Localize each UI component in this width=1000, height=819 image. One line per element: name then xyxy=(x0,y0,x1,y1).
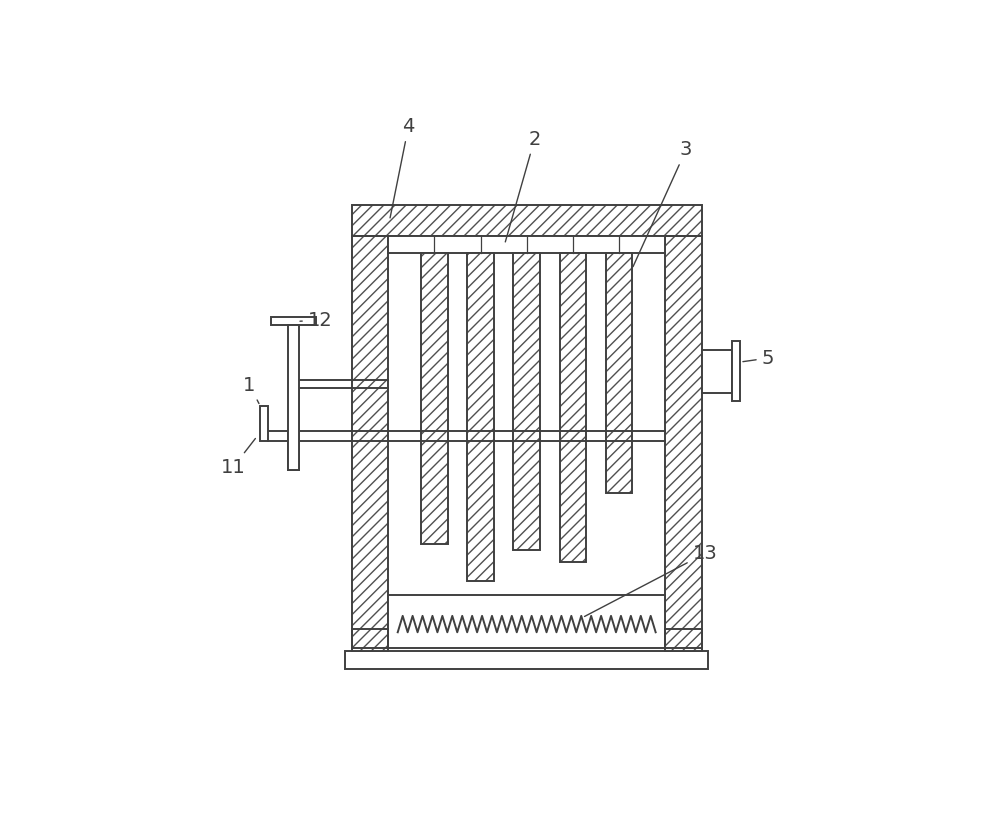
Bar xyxy=(665,236,702,648)
Bar xyxy=(665,629,702,651)
Bar xyxy=(513,253,540,550)
Bar xyxy=(352,629,388,651)
Bar xyxy=(388,595,665,648)
Bar xyxy=(421,253,448,544)
Text: 1: 1 xyxy=(243,376,259,404)
Bar xyxy=(271,317,316,325)
Bar xyxy=(560,253,586,563)
Bar xyxy=(260,406,268,441)
Bar xyxy=(467,253,494,581)
Bar xyxy=(665,236,702,648)
Bar xyxy=(702,350,732,393)
Bar xyxy=(467,253,494,581)
Bar xyxy=(665,629,702,651)
Bar xyxy=(352,236,388,648)
Bar xyxy=(288,325,299,470)
Text: 2: 2 xyxy=(505,129,541,242)
Bar xyxy=(421,253,448,544)
Bar xyxy=(606,253,632,493)
Bar xyxy=(345,651,708,669)
Bar xyxy=(352,206,702,236)
Bar xyxy=(352,236,388,648)
Bar xyxy=(513,253,540,550)
Bar xyxy=(388,236,665,253)
Text: 5: 5 xyxy=(743,349,774,368)
Bar xyxy=(560,253,586,563)
Text: 13: 13 xyxy=(585,544,717,617)
Bar xyxy=(732,341,740,401)
Bar xyxy=(352,629,388,651)
Bar xyxy=(352,206,702,236)
Text: 11: 11 xyxy=(221,438,255,477)
Text: 4: 4 xyxy=(390,117,415,218)
Bar xyxy=(606,253,632,493)
Text: 3: 3 xyxy=(633,141,692,267)
Text: 12: 12 xyxy=(300,310,333,330)
